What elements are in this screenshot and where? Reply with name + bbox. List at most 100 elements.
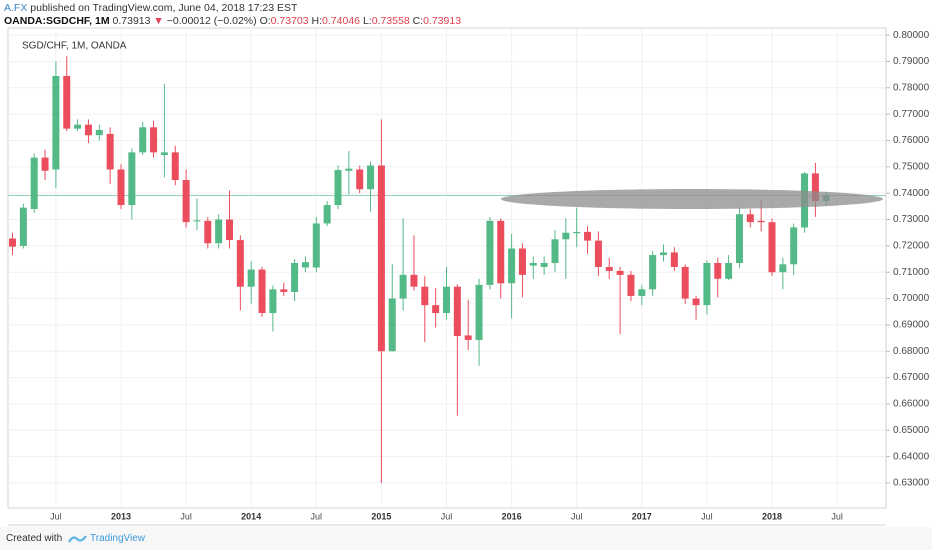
author[interactable]: A.FX xyxy=(4,2,28,14)
y-tick-label: 0.65000 xyxy=(893,425,930,436)
footer: Created with TradingView xyxy=(0,527,932,550)
y-tick-label: 0.67000 xyxy=(893,372,930,383)
candle-body xyxy=(377,165,385,352)
x-tick-label: Jul xyxy=(441,511,453,521)
candle-body xyxy=(508,248,516,284)
candle-body xyxy=(84,124,92,136)
candle-body xyxy=(280,289,288,292)
y-tick-label: 0.77000 xyxy=(893,109,930,120)
candle-body xyxy=(768,222,776,273)
candle-body xyxy=(52,75,60,170)
symbol: OANDA:SGDCHF, 1M xyxy=(4,15,110,27)
candle-body xyxy=(605,266,613,271)
candle-body xyxy=(19,207,27,246)
arrow: ▼ xyxy=(153,15,164,27)
chart-title: SGD/CHF, 1M, OANDA xyxy=(22,41,127,52)
y-tick-label: 0.63000 xyxy=(893,478,930,489)
candles xyxy=(9,56,830,483)
candle-body xyxy=(74,124,82,129)
candle-body xyxy=(432,305,440,314)
candle-body xyxy=(312,223,320,268)
candle-body xyxy=(367,165,375,190)
y-tick-label: 0.78000 xyxy=(893,82,930,93)
candle-body xyxy=(757,220,765,223)
x-tick-label: 2018 xyxy=(762,511,782,521)
ohlc-value: 0.73558 xyxy=(371,15,410,27)
y-tick-label: 0.68000 xyxy=(893,346,930,357)
logo xyxy=(68,535,87,543)
candle-body xyxy=(703,262,711,306)
x-tick-label: 2014 xyxy=(241,511,261,521)
candle-body xyxy=(226,219,233,241)
candle-body xyxy=(584,231,592,241)
candle-body xyxy=(540,262,548,267)
candle-body xyxy=(30,157,38,209)
candle-body xyxy=(779,264,787,273)
y-tick-label: 0.80000 xyxy=(893,30,930,41)
y-tick-label: 0.70000 xyxy=(893,293,930,304)
candle-body xyxy=(453,286,461,336)
x-tick-label: Jul xyxy=(50,511,62,521)
y-tick-label: 0.72000 xyxy=(893,241,930,252)
candle-body xyxy=(551,239,559,263)
x-tick-label: 2017 xyxy=(632,511,652,521)
candle-body xyxy=(95,129,103,136)
candle-body xyxy=(63,75,71,129)
candle-body xyxy=(627,274,635,296)
candle-body xyxy=(649,255,657,290)
candle-body xyxy=(443,286,450,314)
ohlc-value: 0.73703 xyxy=(270,15,309,27)
created-with: Created with xyxy=(6,533,63,544)
y-tick-label: 0.75000 xyxy=(893,161,930,172)
candle-body xyxy=(594,240,602,267)
brand[interactable]: TradingView xyxy=(90,533,146,544)
x-tick-label: Jul xyxy=(571,511,583,521)
ohlc-label: H: xyxy=(311,15,323,27)
y-tick-label: 0.64000 xyxy=(893,451,930,462)
candle-body xyxy=(638,289,646,296)
ohlc-label: O: xyxy=(259,15,271,27)
candle-body xyxy=(128,152,136,206)
candle-body xyxy=(725,262,733,279)
candle-body xyxy=(399,274,407,299)
candle-body xyxy=(410,274,418,287)
x-tick-label: 2013 xyxy=(111,511,131,521)
ohlc-label: L: xyxy=(362,15,372,27)
candle-body xyxy=(562,232,570,240)
candle-body xyxy=(236,240,244,287)
ohlc-value: 0.73913 xyxy=(423,15,462,27)
candle-body xyxy=(356,169,364,190)
candle-body xyxy=(171,152,179,181)
x-tick-label: Jul xyxy=(831,511,843,521)
candle-body xyxy=(291,262,299,292)
candle-body xyxy=(41,157,49,171)
candle-body xyxy=(269,289,277,314)
candle-body xyxy=(670,252,678,267)
x-tick-label: Jul xyxy=(180,511,192,521)
highlight-ellipse xyxy=(501,189,883,209)
ohlc-label: C: xyxy=(412,15,424,27)
candle-body xyxy=(182,180,190,223)
y-tick-label: 0.66000 xyxy=(893,399,930,410)
candle-body xyxy=(139,127,147,153)
published: published on TradingView.com, June 04, 2… xyxy=(30,2,298,14)
candle-body xyxy=(106,133,114,170)
candle-body xyxy=(681,266,689,299)
y-tick-label: 0.73000 xyxy=(893,214,930,225)
candle-body xyxy=(714,262,722,279)
candle-body xyxy=(204,220,212,244)
candle-body xyxy=(529,262,537,266)
candle-body xyxy=(475,284,483,340)
y-tick-label: 0.69000 xyxy=(893,320,930,331)
candle-body xyxy=(735,214,743,263)
candle-body xyxy=(421,286,429,306)
x-tick-label: Jul xyxy=(311,511,323,521)
candle-body xyxy=(388,298,396,352)
candle-body xyxy=(746,214,754,223)
candle-body xyxy=(486,220,494,285)
y-tick-label: 0.79000 xyxy=(893,56,930,67)
change: −0.00012 (−0.02%) xyxy=(166,15,257,27)
candle-body xyxy=(464,335,472,340)
